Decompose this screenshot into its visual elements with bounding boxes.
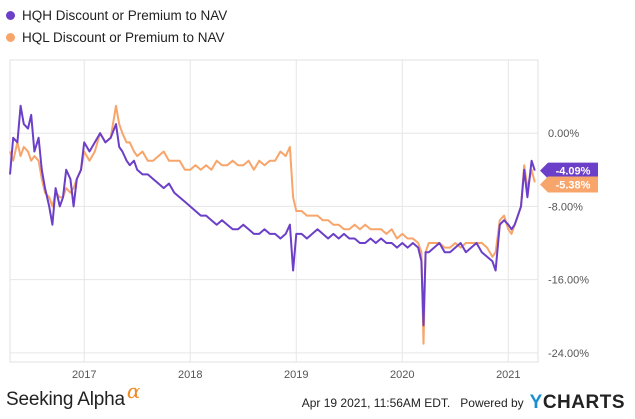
legend-label-hqh: HQH Discount or Premium to NAV bbox=[22, 7, 228, 23]
end-label-flag bbox=[540, 176, 598, 193]
y-tick-label-0: 0.00% bbox=[548, 128, 579, 140]
timestamp: Apr 19 2021, 11:56AM EDT. bbox=[301, 396, 451, 410]
series-line-hqh bbox=[9, 104, 536, 327]
legend-dot-hqh bbox=[6, 10, 15, 20]
end-label-text: -4.09% bbox=[556, 166, 591, 178]
grid-lines bbox=[10, 60, 538, 362]
y-tick-label-3: -24.00% bbox=[548, 348, 589, 360]
x-tick-label-1: 2018 bbox=[178, 369, 202, 381]
end-labels: -4.09%-5.38% bbox=[540, 162, 598, 193]
x-tick-label-2: 2019 bbox=[284, 369, 308, 381]
legend-item-hql[interactable]: HQL Discount or Premium to NAV bbox=[6, 26, 227, 48]
powered-by: Powered by bbox=[460, 396, 524, 410]
alpha-icon: α bbox=[126, 379, 141, 403]
end-label-hqh: -4.09% bbox=[540, 162, 598, 179]
legend: HQH Discount or Premium to NAV HQL Disco… bbox=[6, 4, 227, 48]
legend-label-hql: HQL Discount or Premium to NAV bbox=[22, 29, 225, 45]
end-label-text: -5.38% bbox=[556, 179, 591, 191]
x-tick-label-3: 2020 bbox=[390, 369, 414, 381]
end-label-hql: -5.38% bbox=[540, 176, 598, 193]
seeking-alpha-logo[interactable]: Seeking Alpha α bbox=[6, 379, 140, 411]
end-label-flag bbox=[540, 162, 598, 179]
x-tick-label-4: 2021 bbox=[496, 369, 520, 381]
legend-dot-hql bbox=[6, 32, 15, 42]
y-tick-label-2: -16.00% bbox=[548, 275, 589, 287]
x-tick-labels: 2017 2018 2019 2020 2021 bbox=[72, 369, 521, 381]
legend-item-hqh[interactable]: HQH Discount or Premium to NAV bbox=[6, 4, 227, 26]
y-tick-labels: 0.00% -8.00% -16.00% -24.00% bbox=[548, 128, 589, 360]
y-tick-label-1: -8.00% bbox=[548, 201, 583, 213]
ycharts-logo[interactable]: YCHARTS bbox=[529, 392, 625, 413]
logo-text: Seeking Alpha bbox=[6, 389, 125, 410]
footer-credits: Apr 19 2021, 11:56AM EDT. Powered by YCH… bbox=[302, 392, 625, 414]
plot-area-border bbox=[9, 59, 539, 363]
x-tick-label-0: 2017 bbox=[72, 369, 96, 381]
series-layer bbox=[9, 104, 536, 345]
series-line-hql bbox=[9, 104, 536, 345]
